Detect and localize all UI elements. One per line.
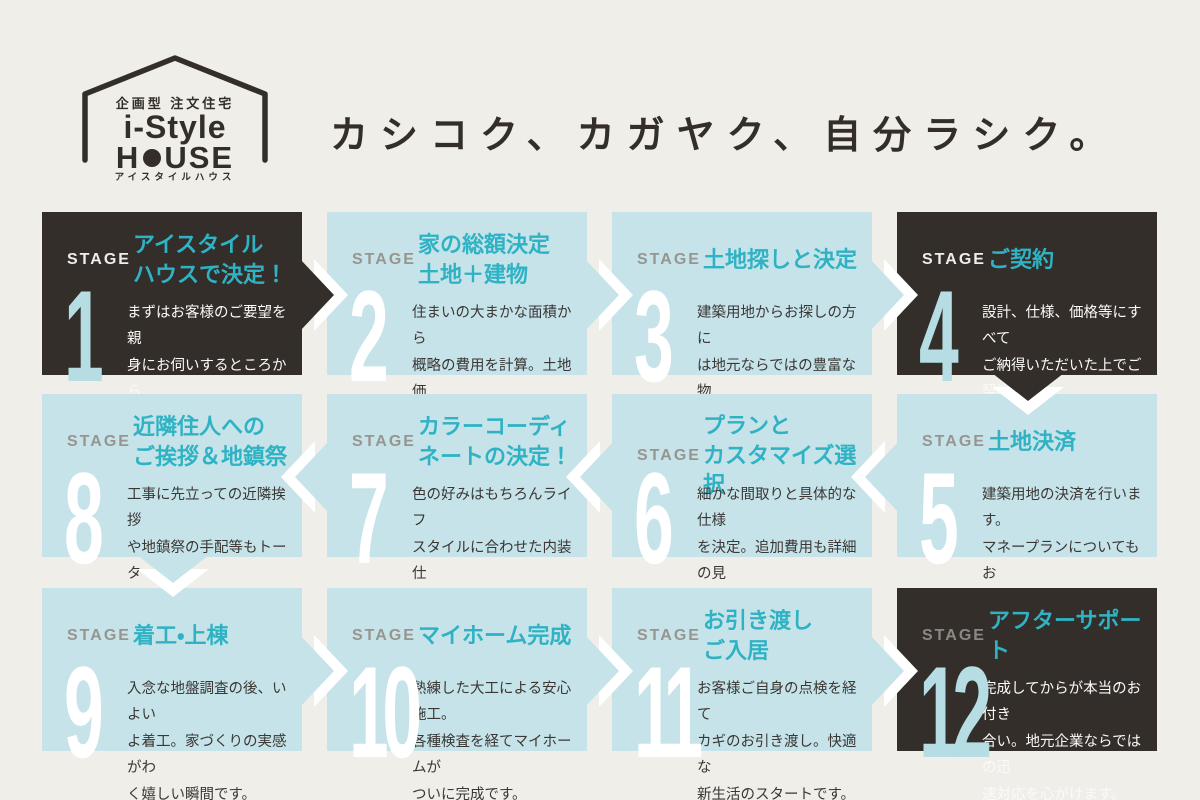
stage-number: 7 — [349, 444, 389, 591]
stage-label: STAGE — [352, 251, 416, 268]
stage-number: 4 — [919, 262, 959, 409]
arrow-right-icon — [585, 259, 633, 331]
arrow-left-icon — [851, 441, 899, 513]
stage-number: 8 — [64, 444, 104, 591]
stage-label: STAGE — [352, 627, 416, 644]
stage-number: 11 — [634, 638, 703, 785]
stage-number: 6 — [634, 444, 674, 591]
stage-number: 12 — [919, 638, 992, 785]
arrow-right-icon — [870, 259, 918, 331]
stage-title: 家の総額決定 土地＋建物 — [418, 232, 551, 287]
arrow-left-icon — [281, 441, 329, 513]
headline: カシコク、カガヤク、自分ラシク。 — [330, 115, 1120, 157]
arrow-down-icon — [137, 555, 209, 601]
stage-label: STAGE — [637, 251, 701, 268]
brand-kana: アイスタイルハウス — [114, 172, 236, 183]
stage-title: お引き渡し ご入居 — [703, 608, 814, 663]
stage-card-6: STAGE プランと カスタマイズ選択 細かな間取りと具体的な仕様 を決定。追加費… — [612, 394, 872, 635]
stage-label: STAGE — [922, 433, 986, 450]
arrow-down-icon — [992, 373, 1064, 419]
stage-label: STAGE — [67, 433, 131, 450]
stage-number: 1 — [64, 262, 104, 409]
stage-title: プランと カスタマイズ選択 — [703, 413, 857, 498]
stage-label: STAGE — [67, 627, 131, 644]
stage-description: お客様ご自身の点検を経て カギのお引き渡し。快適な 新生活のスタートです。 — [697, 681, 857, 800]
stage-card-7: STAGE カラーコーディ ネートの決定！ 色の好みはもちろんライフ スタイルに合… — [327, 394, 587, 635]
stage-card-9: STAGE 着工・上棟 入念な地盤調査の後、いよい よ着工。家づくりの実感がわ く… — [42, 588, 302, 800]
brand-logo: 企画型 注文住宅 i-Style H USE アイスタイルハウス — [70, 48, 280, 188]
stage-number: 2 — [349, 262, 389, 409]
brand-category: 企画型 注文住宅 — [115, 96, 235, 111]
stage-label: STAGE — [67, 251, 131, 268]
stage-number: 5 — [919, 444, 959, 591]
stage-number: 10 — [349, 638, 422, 785]
stage-number: 3 — [634, 262, 674, 409]
stage-card-8: STAGE 近隣住人への ご挨拶＆地鎮祭 工事に先立っての近隣挨拶 や地鎮祭の手配… — [42, 394, 302, 635]
stage-label: STAGE — [922, 251, 986, 268]
arrow-left-icon — [566, 441, 614, 513]
stage-card-12: STAGE アフターサポート 完成してからが本当のお付き 合い。地元企業ならではの… — [897, 588, 1157, 800]
stage-card-2: STAGE 家の総額決定 土地＋建物 住まいの大まかな面積から 概略の費用を計算。… — [327, 212, 587, 453]
stage-title: 土地探しと決定 — [703, 247, 858, 273]
stage-label: STAGE — [352, 433, 416, 450]
arrow-right-icon — [870, 635, 918, 707]
stage-label: STAGE — [637, 446, 701, 464]
stage-description: 熟練した大工による安心施工。 各種検査を経てマイホームが ついに完成です。 — [412, 681, 572, 800]
stage-title: 着工・上棟 — [133, 623, 229, 649]
stage-card-10: STAGE マイホーム完成 熟練した大工による安心施工。 各種検査を経てマイホーム… — [327, 588, 587, 800]
stage-title: マイホーム完成 — [418, 623, 572, 649]
brand-name: i-Style — [123, 109, 227, 145]
stage-title: カラーコーディ ネートの決定！ — [418, 414, 573, 469]
logo-dot-icon — [143, 149, 162, 167]
brand-house-h: H — [115, 140, 141, 175]
stage-description: 入念な地盤調査の後、いよい よ着工。家づくりの実感がわ く嬉しい瞬間です。 — [127, 681, 287, 800]
stage-title: 土地決済 — [988, 429, 1077, 455]
house-outline-icon — [82, 55, 268, 163]
brand-name-house: H USE — [70, 140, 280, 176]
stage-description: 完成してからが本当のお付き 合い。地元企業ならではの迅 速対応を心がけます。 — [982, 681, 1142, 800]
stage-title: アフターサポート — [988, 608, 1142, 663]
arrow-right-icon — [300, 259, 348, 331]
stage-card-11: STAGE お引き渡し ご入居 お客様ご自身の点検を経て カギのお引き渡し。快適な… — [612, 588, 872, 800]
brand-house-use: USE — [164, 140, 235, 175]
stage-title: 近隣住人への ご挨拶＆地鎮祭 — [133, 414, 288, 469]
stage-title: アイスタイル ハウスで決定！ — [133, 232, 288, 287]
stage-label: STAGE — [637, 627, 701, 644]
stage-card-1: STAGE アイスタイル ハウスで決定！ まずはお客様のご要望を親 身にお伺いする… — [42, 212, 302, 453]
stage-label: STAGE — [922, 627, 986, 644]
arrow-right-icon — [300, 635, 348, 707]
stage-title: ご契約 — [988, 247, 1055, 273]
stage-number: 9 — [64, 638, 104, 785]
arrow-right-icon — [585, 635, 633, 707]
